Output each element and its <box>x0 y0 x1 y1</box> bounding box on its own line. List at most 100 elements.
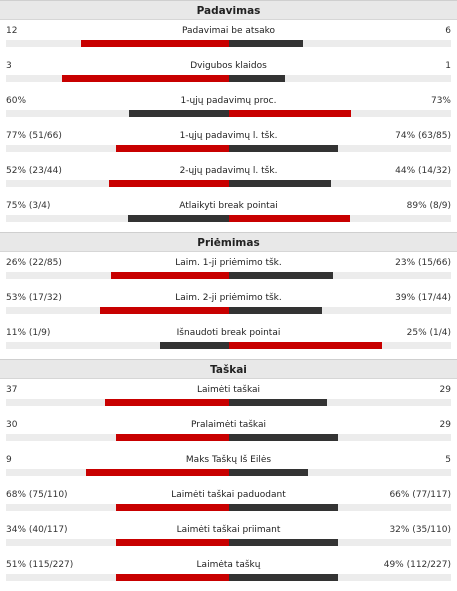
stat-label: 1-ųjų padavimų l. tšk. <box>179 131 278 141</box>
stat-right-value: 6 <box>445 26 451 36</box>
stat-label: Maks Taškų Iš Eilės <box>185 455 272 465</box>
stat-bar-track <box>6 342 451 349</box>
stat-bar-right <box>228 40 303 47</box>
stat-label: Padavimai be atsako <box>182 26 275 36</box>
stat-row: 34% (40/117) Laimėti taškai priimant 32% (… <box>0 519 457 554</box>
section-header: Padavimas <box>0 0 457 20</box>
stat-bar-left <box>108 180 229 187</box>
stat-row: 53% (17/32) Laim. 2-ji priėmimo tšk. 39% (… <box>0 287 457 322</box>
stat-bar-right <box>228 75 285 82</box>
stat-right-value: 23% (15/66) <box>395 258 451 268</box>
stat-right-value: 66% (77/117) <box>389 490 451 500</box>
stat-bar-left <box>85 469 229 476</box>
stat-row: 77% (51/66) 1-ųjų padavimų l. tšk. 74% (63… <box>0 125 457 160</box>
stat-row: 9 Maks Taškų Iš Eilės 5 <box>0 449 457 484</box>
stat-bar-right <box>228 272 333 279</box>
stat-row: 37 Laimėti taškai 29 <box>0 379 457 414</box>
stat-bar-right <box>228 574 338 581</box>
stat-row: 26% (22/85) Laim. 1-ji priėmimo tšk. 23% (… <box>0 252 457 287</box>
stat-right-value: 39% (17/44) <box>395 293 451 303</box>
stat-right-value: 74% (63/85) <box>395 131 451 141</box>
stat-bar-right <box>228 215 350 222</box>
stat-bar-track <box>6 504 451 511</box>
stat-bar-left <box>104 399 229 406</box>
stat-left-value: 53% (17/32) <box>6 293 62 303</box>
stat-bar-track <box>6 469 451 476</box>
stat-bar-left <box>115 434 229 441</box>
stat-label: Atlaikyti break pointai <box>179 201 278 211</box>
stat-left-value: 75% (3/4) <box>6 201 51 211</box>
stat-bar-right <box>228 342 382 349</box>
stat-bar-track <box>6 180 451 187</box>
stat-label: Laim. 1-ji priėmimo tšk. <box>175 258 282 268</box>
stat-label: Laimėti taškai paduodant <box>171 490 286 500</box>
stat-bar-left <box>159 342 229 349</box>
stat-bar-track <box>6 75 451 82</box>
stat-bar-track <box>6 539 451 546</box>
stat-bar-track <box>6 145 451 152</box>
stat-right-value: 44% (14/32) <box>395 166 451 176</box>
stat-label: Dvigubos klaidos <box>190 61 267 71</box>
stat-row: 75% (3/4) Atlaikyti break pointai 89% (8/9… <box>0 195 457 230</box>
stat-left-value: 12 <box>6 26 18 36</box>
stat-bar-track <box>6 215 451 222</box>
stat-bar-track <box>6 399 451 406</box>
stat-right-value: 1 <box>445 61 451 71</box>
stat-left-value: 68% (75/110) <box>6 490 68 500</box>
stat-label: 1-ųjų padavimų proc. <box>180 96 277 106</box>
stat-right-value: 25% (1/4) <box>406 328 451 338</box>
stat-bar-left <box>61 75 229 82</box>
stat-right-value: 32% (35/110) <box>389 525 451 535</box>
stat-left-value: 51% (115/227) <box>6 560 74 570</box>
stat-bar-left <box>115 504 229 511</box>
stat-right-value: 89% (8/9) <box>406 201 451 211</box>
stat-bar-right <box>228 434 338 441</box>
stat-bar-left <box>127 215 229 222</box>
section-header: Taškai <box>0 359 457 379</box>
stat-row: 11% (1/9) Išnaudoti break pointai 25% (1/4… <box>0 322 457 357</box>
stat-bar-right <box>228 469 308 476</box>
stat-bar-left <box>99 307 229 314</box>
stat-right-value: 29 <box>439 420 451 430</box>
stat-bar-right <box>228 399 327 406</box>
stat-label: Pralaimėti taškai <box>191 420 266 430</box>
stat-left-value: 3 <box>6 61 12 71</box>
stat-left-value: 77% (51/66) <box>6 131 62 141</box>
stat-row: 3 Dvigubos klaidos 1 <box>0 55 457 90</box>
stat-label: Laimėti taškai <box>196 385 261 395</box>
stat-bar-track <box>6 272 451 279</box>
stat-bar-right <box>228 539 338 546</box>
stat-left-value: 37 <box>6 385 18 395</box>
stat-left-value: 26% (22/85) <box>6 258 62 268</box>
stat-bar-track <box>6 40 451 47</box>
stat-bar-left <box>115 574 229 581</box>
stat-right-value: 29 <box>439 385 451 395</box>
stat-left-value: 34% (40/117) <box>6 525 68 535</box>
stat-right-value: 5 <box>445 455 451 465</box>
stat-bar-right <box>228 145 338 152</box>
stat-bar-left <box>80 40 229 47</box>
stat-left-value: 11% (1/9) <box>6 328 51 338</box>
stat-label: 2-ųjų padavimų l. tšk. <box>179 166 278 176</box>
stat-bar-right <box>228 504 338 511</box>
stat-left-value: 30 <box>6 420 18 430</box>
stat-row: 51% (115/227) Laimėta taškų 49% (112/227) <box>0 554 457 589</box>
stat-bar-track <box>6 307 451 314</box>
stat-label: Išnaudoti break pointai <box>176 328 281 338</box>
stat-bar-right <box>228 110 351 117</box>
stat-bar-left <box>110 272 229 279</box>
stat-bar-left <box>115 539 229 546</box>
stat-bar-right <box>228 180 331 187</box>
section-header: Priėmimas <box>0 232 457 252</box>
stat-right-value: 73% <box>430 96 451 106</box>
stat-left-value: 60% <box>6 96 27 106</box>
stat-bar-left <box>115 145 229 152</box>
stat-row: 30 Pralaimėti taškai 29 <box>0 414 457 449</box>
stat-row: 52% (23/44) 2-ųjų padavimų l. tšk. 44% (14… <box>0 160 457 195</box>
stat-bar-left <box>128 110 229 117</box>
stat-right-value: 49% (112/227) <box>383 560 451 570</box>
stat-label: Laimėti taškai priimant <box>176 525 281 535</box>
stat-left-value: 52% (23/44) <box>6 166 62 176</box>
stat-bar-track <box>6 434 451 441</box>
